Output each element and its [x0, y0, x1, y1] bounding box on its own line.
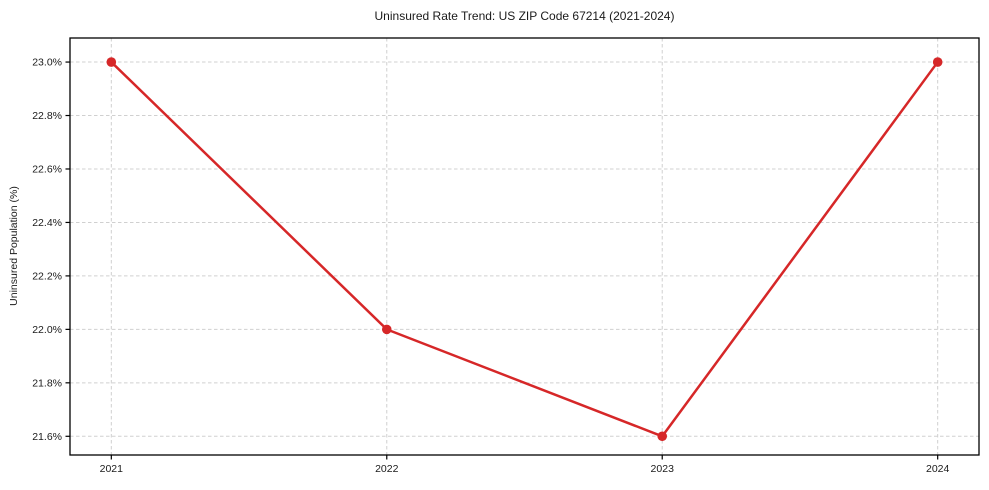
x-tick-label: 2024 [926, 463, 950, 475]
y-tick-label: 22.8% [32, 110, 62, 122]
data-point [106, 57, 117, 67]
y-tick-label: 23.0% [32, 57, 62, 69]
y-tick-label: 22.6% [32, 163, 62, 175]
data-point [657, 431, 668, 442]
data-point [381, 324, 392, 335]
x-tick-label: 2022 [375, 463, 399, 475]
y-tick-label: 21.6% [32, 431, 62, 443]
data-point [932, 57, 943, 67]
y-tick-label: 22.0% [32, 324, 62, 336]
x-tick-label: 2023 [651, 463, 675, 475]
plot-border [69, 37, 980, 456]
y-tick-label: 22.2% [32, 270, 62, 282]
y-tick-label: 21.8% [32, 377, 62, 389]
x-tick-label: 2021 [100, 463, 124, 475]
y-tick-label: 22.4% [32, 217, 62, 229]
trend-line [110, 60, 939, 438]
chart-title: Uninsured Rate Trend: US ZIP Code 67214 … [374, 9, 675, 23]
